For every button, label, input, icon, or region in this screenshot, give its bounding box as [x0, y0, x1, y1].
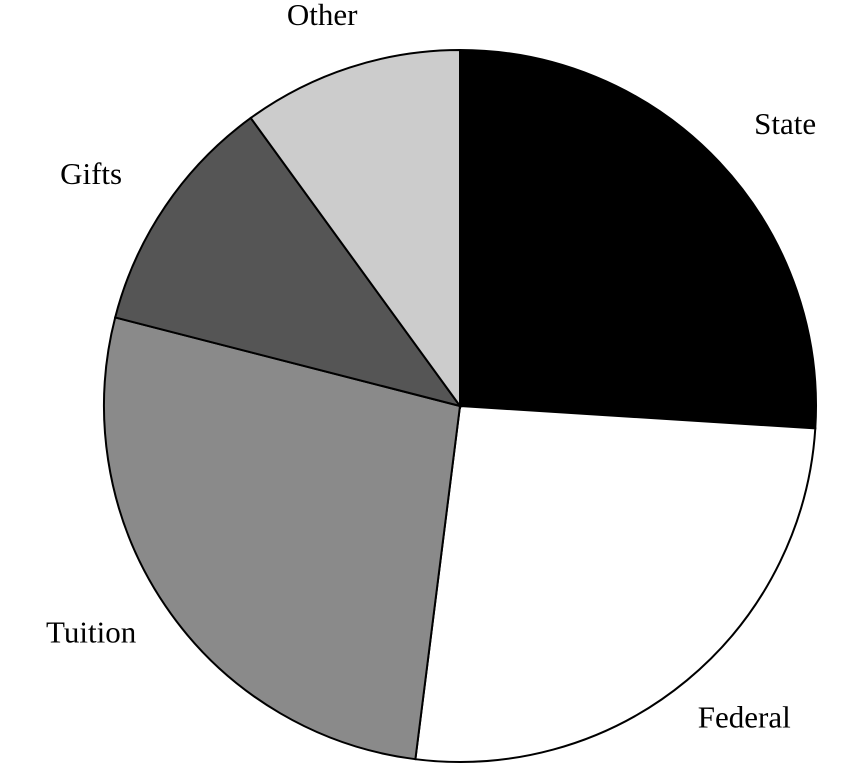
- slice-label: Other: [287, 0, 358, 32]
- slice-label: Tuition: [46, 614, 137, 649]
- pie-slice: [249, 48, 461, 410]
- slice-label: State: [754, 106, 816, 141]
- pie-slice: [414, 404, 817, 763]
- pie-slice: [103, 316, 462, 761]
- pie-slice: [113, 116, 463, 408]
- slice-label: Gifts: [60, 156, 122, 191]
- pie-slice: [459, 48, 817, 430]
- slice-label: Federal: [698, 699, 791, 734]
